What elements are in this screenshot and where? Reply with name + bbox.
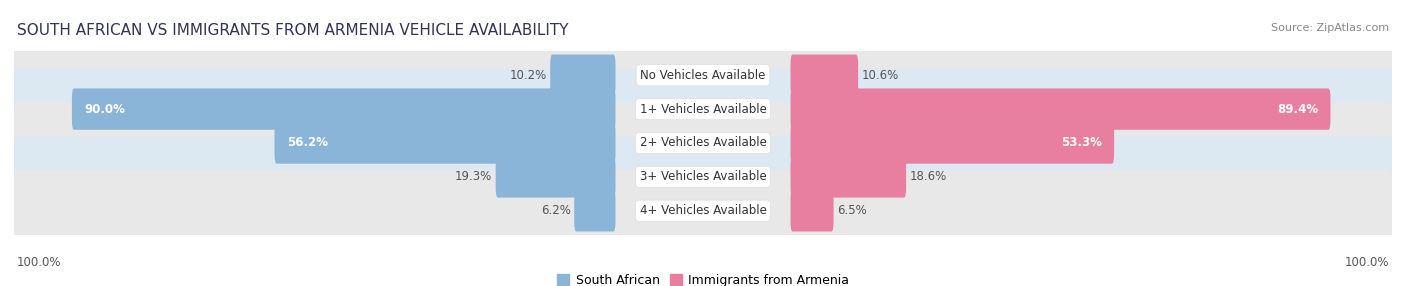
FancyBboxPatch shape — [790, 122, 1114, 164]
Text: 10.2%: 10.2% — [509, 69, 547, 82]
Text: 100.0%: 100.0% — [1344, 256, 1389, 269]
Text: No Vehicles Available: No Vehicles Available — [640, 69, 766, 82]
Text: 18.6%: 18.6% — [910, 170, 946, 183]
Text: 6.2%: 6.2% — [541, 204, 571, 217]
FancyBboxPatch shape — [574, 190, 616, 231]
Text: 6.5%: 6.5% — [837, 204, 866, 217]
FancyBboxPatch shape — [496, 156, 616, 198]
Text: SOUTH AFRICAN VS IMMIGRANTS FROM ARMENIA VEHICLE AVAILABILITY: SOUTH AFRICAN VS IMMIGRANTS FROM ARMENIA… — [17, 23, 568, 38]
FancyBboxPatch shape — [72, 88, 616, 130]
Text: 4+ Vehicles Available: 4+ Vehicles Available — [640, 204, 766, 217]
FancyBboxPatch shape — [790, 190, 834, 231]
Text: 19.3%: 19.3% — [456, 170, 492, 183]
Text: 90.0%: 90.0% — [84, 103, 125, 116]
FancyBboxPatch shape — [790, 55, 858, 96]
FancyBboxPatch shape — [13, 35, 1393, 116]
FancyBboxPatch shape — [550, 55, 616, 96]
Text: 89.4%: 89.4% — [1277, 103, 1317, 116]
FancyBboxPatch shape — [274, 122, 616, 164]
FancyBboxPatch shape — [790, 156, 905, 198]
Text: 3+ Vehicles Available: 3+ Vehicles Available — [640, 170, 766, 183]
Text: Source: ZipAtlas.com: Source: ZipAtlas.com — [1271, 23, 1389, 33]
FancyBboxPatch shape — [13, 170, 1393, 251]
FancyBboxPatch shape — [790, 88, 1330, 130]
Text: 1+ Vehicles Available: 1+ Vehicles Available — [640, 103, 766, 116]
Text: 2+ Vehicles Available: 2+ Vehicles Available — [640, 136, 766, 150]
Text: 100.0%: 100.0% — [17, 256, 62, 269]
FancyBboxPatch shape — [13, 103, 1393, 183]
FancyBboxPatch shape — [13, 136, 1393, 217]
Legend: South African, Immigrants from Armenia: South African, Immigrants from Armenia — [557, 274, 849, 286]
Text: 53.3%: 53.3% — [1060, 136, 1102, 150]
Text: 56.2%: 56.2% — [287, 136, 328, 150]
FancyBboxPatch shape — [13, 69, 1393, 150]
Text: 10.6%: 10.6% — [862, 69, 898, 82]
